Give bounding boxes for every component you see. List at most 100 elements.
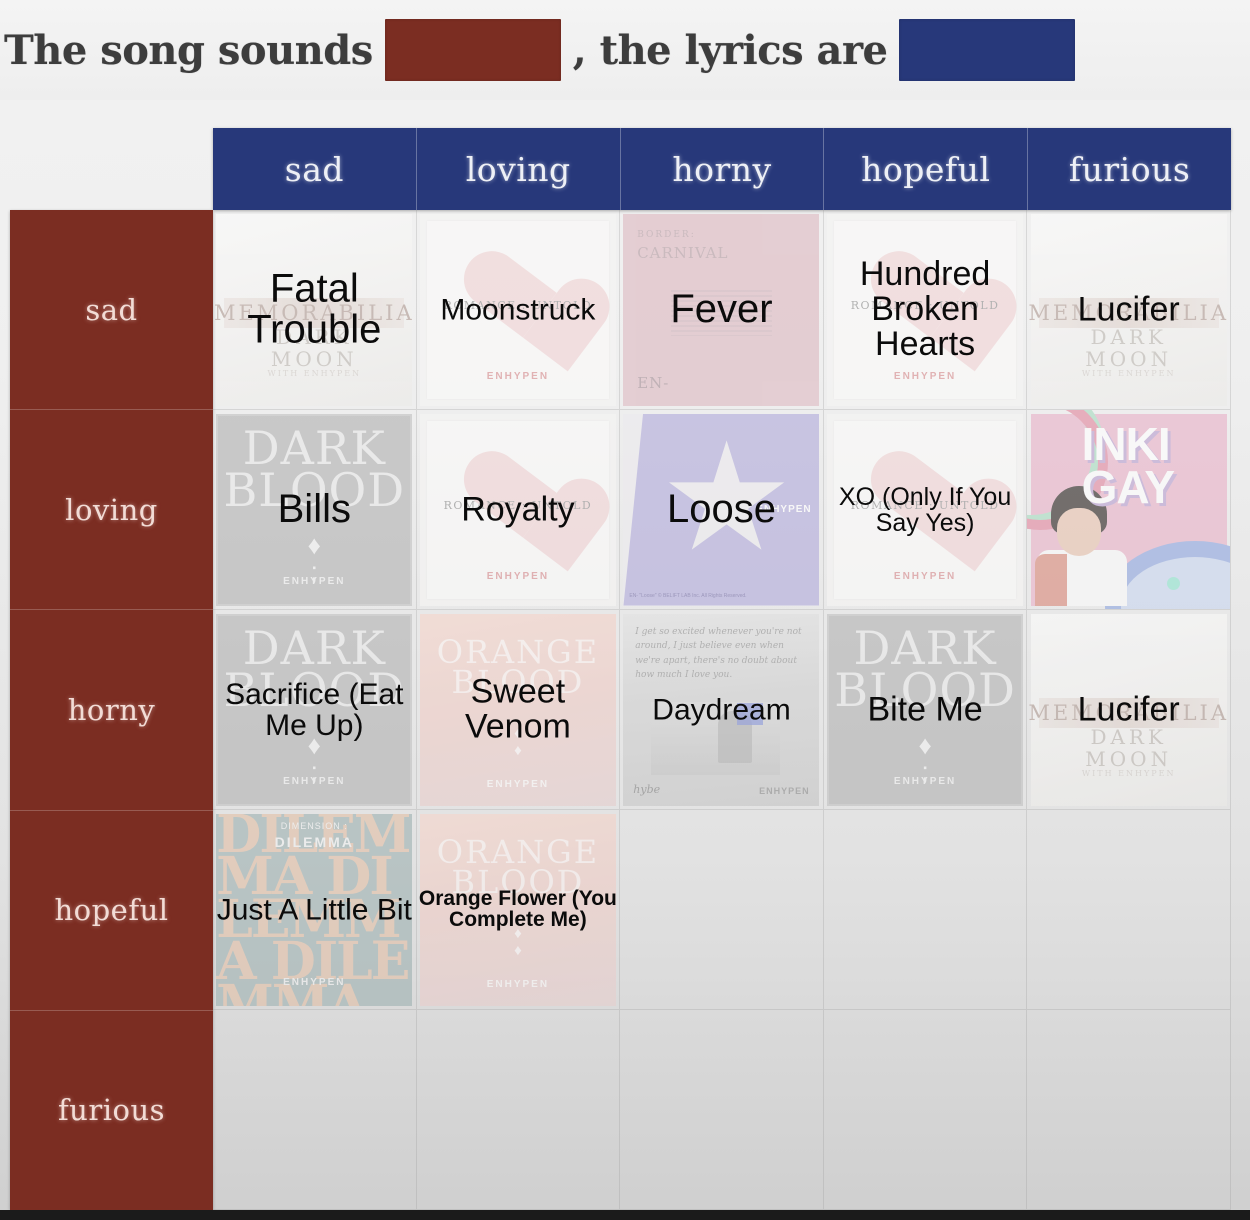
cell-song-label: Sacrifice (Eat Me Up) <box>225 677 404 742</box>
cell-song-label: Bills <box>277 486 351 531</box>
column-header-hopeful[interactable]: hopeful <box>824 128 1029 210</box>
row-header-sad[interactable]: sad <box>10 210 213 411</box>
daydream-blue-shape <box>737 702 764 725</box>
enhypen-logo: ENHYPEN <box>283 977 346 989</box>
person-photo <box>1034 485 1127 606</box>
prompt-text-after: , the lyrics are <box>572 26 888 74</box>
orange-blood-mark: ♦ ♦ <box>514 924 522 959</box>
cell-loving-loving[interactable]: ROMANCE : UNTOLD ENHYPEN Royalty <box>416 410 621 610</box>
album-art-loose: ENHYPEN EN- "Loose" © BELIFT LAB Inc. Al… <box>623 413 820 606</box>
cell-song-label: Lucifer <box>1077 289 1180 328</box>
carnival-stripes <box>670 290 773 337</box>
dark-moon-logo: DARK MOON WITH ENHYPEN <box>1081 324 1176 378</box>
cell-hopeful-hopeful[interactable] <box>823 810 1028 1010</box>
cell-sad-horny[interactable]: BORDER: CARNIVAL EN- Fever <box>620 210 824 410</box>
row-header-loving[interactable]: loving <box>10 410 213 611</box>
memorabilia-title: MEMORABILIA <box>1028 297 1226 328</box>
cell-furious-sad[interactable] <box>213 1010 417 1210</box>
cell-hopeful-sad[interactable]: DILEMMA DILEMMA DILEMMA DILEMMA DILEMMA … <box>213 810 417 1010</box>
column-header-loving[interactable]: loving <box>417 128 621 210</box>
column-header-sad[interactable]: sad <box>213 128 417 210</box>
cell-loving-sad[interactable]: DARK BLOOD ♦; ENHYPEN Bills <box>213 410 417 610</box>
daydream-figure <box>717 711 752 764</box>
album-art-memorabilia: MEMORABILIA DARK MOON WITH ENHYPEN <box>1028 213 1227 406</box>
cell-sad-sad[interactable]: MEMORABILIA DARK MOON WITH ENHYPEN Fatal T… <box>213 210 417 410</box>
cell-furious-hopeful[interactable] <box>823 1010 1028 1210</box>
dilemma-pattern: DILEMMA DILEMMA DILEMMA DILEMMA DILEMMA … <box>216 813 411 1006</box>
cell-horny-horny[interactable]: I get so excited whenever you're not aro… <box>620 610 824 810</box>
cell-song-label: Just A Little Bit <box>216 892 412 926</box>
row-header-hopeful[interactable]: hopeful <box>10 811 213 1011</box>
cell-song-label: Bite Me <box>867 689 983 728</box>
cell-loving-furious[interactable]: INKI GAY <box>1027 410 1231 610</box>
dark-moon-logo: DARK MOON WITH ENHYPEN <box>267 324 362 378</box>
romance-card: ROMANCE : UNTOLD ENHYPEN <box>426 220 609 399</box>
cell-song-label: Daydream <box>652 692 791 726</box>
matrix-chart: sad loving horny hopeful furious sad loving ho… <box>0 100 1250 1220</box>
dark-moon-logo: DARK MOON WITH ENHYPEN <box>1081 724 1176 778</box>
cell-furious-horny[interactable] <box>620 1010 824 1210</box>
cell-song-label: Orange Flower (You Complete Me) <box>418 886 617 932</box>
column-header-row: sad loving horny hopeful furious <box>213 128 1231 210</box>
cell-sad-furious[interactable]: MEMORABILIA DARK MOON WITH ENHYPEN Lucifer <box>1027 210 1231 410</box>
loose-fineprint: EN- "Loose" © BELIFT LAB Inc. All Rights… <box>629 593 747 600</box>
enhypen-logo: ENHYPEN <box>283 575 346 587</box>
inki-gay-caption: INKI GAY <box>1081 418 1175 514</box>
album-art-orangeblood: ORANGE BLOOD ♦ ♦ ENHYPEN <box>419 813 616 1006</box>
cell-loving-horny[interactable]: ENHYPEN EN- "Loose" © BELIFT LAB Inc. Al… <box>620 410 824 610</box>
cell-song-label: Loose <box>667 486 776 531</box>
romance-title: ROMANCE : UNTOLD <box>850 298 1000 312</box>
album-art-darkblood: DARK BLOOD ♦; ENHYPEN <box>216 413 413 606</box>
cell-hopeful-furious[interactable] <box>1027 810 1231 1010</box>
cell-loving-hopeful[interactable]: ROMANCE : UNTOLD ENHYPEN XO (Only If You… <box>823 410 1028 610</box>
romance-title: ROMANCE : UNTOLD <box>443 298 593 312</box>
enhypen-logo: ENHYPEN <box>486 571 550 583</box>
cell-horny-hopeful[interactable]: DARK BLOOD ♦; ENHYPEN Bite Me <box>823 610 1028 810</box>
carnival-en-logo: EN- <box>637 374 670 393</box>
row-header-column: sad loving horny hopeful furious <box>10 210 213 1210</box>
prompt-text-before: The song sounds <box>4 26 373 74</box>
dark-blood-title: DARK BLOOD <box>834 620 1016 718</box>
album-art-romance: ROMANCE : UNTOLD ENHYPEN <box>827 413 1024 606</box>
orange-blood-mark: ♦ ♦ <box>514 724 522 759</box>
memorabilia-title: MEMORABILIA <box>214 297 412 328</box>
cell-song-label: Royalty <box>461 489 575 528</box>
column-header-furious[interactable]: furious <box>1068 149 1191 189</box>
cell-sad-loving[interactable]: ROMANCE : UNTOLD ENHYPEN Moonstruck <box>416 210 621 410</box>
dilemma-title: DIMENSION : DILEMMA <box>274 821 354 850</box>
enhypen-logo: ENHYPEN <box>283 775 346 787</box>
enhypen-logo: ENHYPEN <box>486 979 550 991</box>
album-art-romance: ROMANCE : UNTOLD ENHYPEN <box>419 213 616 406</box>
dark-blood-mark: ♦; <box>918 730 932 787</box>
enhypen-logo: ENHYPEN <box>756 503 812 515</box>
cell-horny-loving[interactable]: ORANGE BLOOD ♦ ♦ ENHYPEN Sweet Venom <box>416 610 621 810</box>
dark-blood-title: DARK BLOOD <box>223 620 406 718</box>
romance-card: ROMANCE : UNTOLD ENHYPEN <box>426 420 609 599</box>
cell-furious-loving[interactable] <box>416 1010 621 1210</box>
column-header-horny[interactable]: horny <box>621 128 825 210</box>
cell-horny-sad[interactable]: DARK BLOOD ♦; ENHYPEN Sacrifice (Eat Me U… <box>213 610 417 810</box>
cell-hopeful-horny[interactable] <box>620 810 824 1010</box>
cell-song-label: Fatal Trouble <box>247 265 382 352</box>
cell-sad-hopeful[interactable]: ROMANCE : UNTOLD ENHYPEN Hundred Broken … <box>823 210 1028 410</box>
album-art-orangeblood: ORANGE BLOOD ♦ ♦ ENHYPEN <box>419 613 616 806</box>
cell-song-label: Moonstruck <box>440 292 596 326</box>
matrix-grid-body: MEMORABILIA DARK MOON WITH ENHYPEN Fatal T… <box>213 210 1231 1210</box>
sound-color-swatch <box>384 19 561 81</box>
daydream-desk <box>650 701 781 775</box>
row-header-horny[interactable]: horny <box>10 610 213 811</box>
teal-dot <box>1166 577 1180 591</box>
album-art-inki: INKI GAY <box>1027 410 1231 609</box>
cell-song-label: Hundred Broken Hearts <box>859 254 991 364</box>
cell-song-label: XO (Only If You Say Yes) <box>838 482 1012 537</box>
romance-card: ROMANCE : UNTOLD ENHYPEN <box>834 420 1017 599</box>
prompt-bar: The song sounds , the lyrics are <box>0 0 1250 100</box>
cell-horny-furious[interactable]: MEMORABILIA DARK MOON WITH ENHYPEN Lucifer <box>1027 610 1231 810</box>
dark-blood-mark: ♦; <box>307 730 321 787</box>
album-art-memorabilia: MEMORABILIA DARK MOON WITH ENHYPEN <box>1028 613 1227 806</box>
cell-hopeful-loving[interactable]: ORANGE BLOOD ♦ ♦ ENHYPEN Orange Flower (Yo… <box>416 810 621 1010</box>
row-header-furious[interactable]: furious <box>57 1093 166 1128</box>
cell-furious-furious[interactable] <box>1027 1010 1231 1210</box>
enhypen-logo: ENHYPEN <box>486 371 550 383</box>
